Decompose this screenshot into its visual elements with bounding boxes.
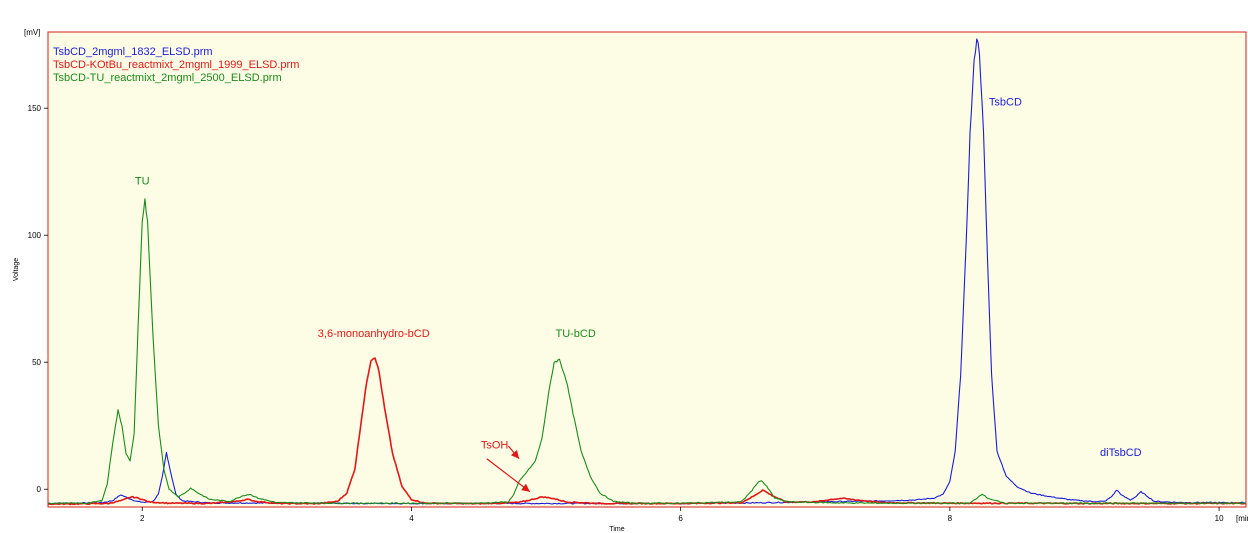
- annotation-arrow-line: [486, 458, 531, 493]
- x-axis-title: Time: [609, 526, 624, 533]
- x-tick-label: 2: [140, 514, 145, 523]
- legend-entry-2: TsbCD-KOtBu_reactmixt_2mgml_1999_ELSD.pr…: [53, 59, 299, 71]
- annotation-layer: TU 3,6-monoanhydro-bCD TU-bCD TsOH TsbCD diTs…: [135, 97, 1142, 493]
- y-tick-label: 50: [32, 358, 41, 367]
- annotation-label: TU: [135, 175, 150, 187]
- x-unit-label: [min]: [1236, 514, 1248, 523]
- plot-background: [48, 32, 1246, 507]
- annotation-label: 3,6-monoanhydro-bCD: [318, 328, 430, 340]
- y-tick-label: 100: [28, 231, 42, 240]
- annotation-label: diTsbCD: [1100, 447, 1142, 459]
- x-tick-label: 8: [948, 514, 953, 523]
- legend: TsbCD_2mgml_1832_ELSD.prmTsbCD-KOtBu_rea…: [53, 46, 299, 84]
- annotation-arrow-head: [510, 450, 520, 459]
- y-tick-label: 0: [37, 485, 42, 494]
- legend-entry-3: TsbCD-TU_reactmixt_2mgml_2500_ELSD.prm: [53, 72, 282, 84]
- x-tick-label: 4: [409, 514, 414, 523]
- x-tick-label: 10: [1215, 514, 1224, 523]
- y-tick-label: 150: [28, 104, 42, 113]
- legend-entry-1: TsbCD_2mgml_1832_ELSD.prm: [53, 46, 213, 58]
- annotation-label: TsbCD: [989, 97, 1022, 109]
- plot-border: [47, 31, 1247, 508]
- annotation-arrow-head: [521, 483, 530, 492]
- y-unit-label: [mV]: [24, 28, 40, 37]
- x-tick-label: 6: [678, 514, 683, 523]
- annotation-label: TU-bCD: [555, 328, 595, 340]
- series-layer: [48, 38, 1246, 506]
- y-axis-title: Voltage: [13, 258, 20, 281]
- series-line-3: [48, 198, 1246, 505]
- annotation-label: TsOH: [481, 440, 509, 452]
